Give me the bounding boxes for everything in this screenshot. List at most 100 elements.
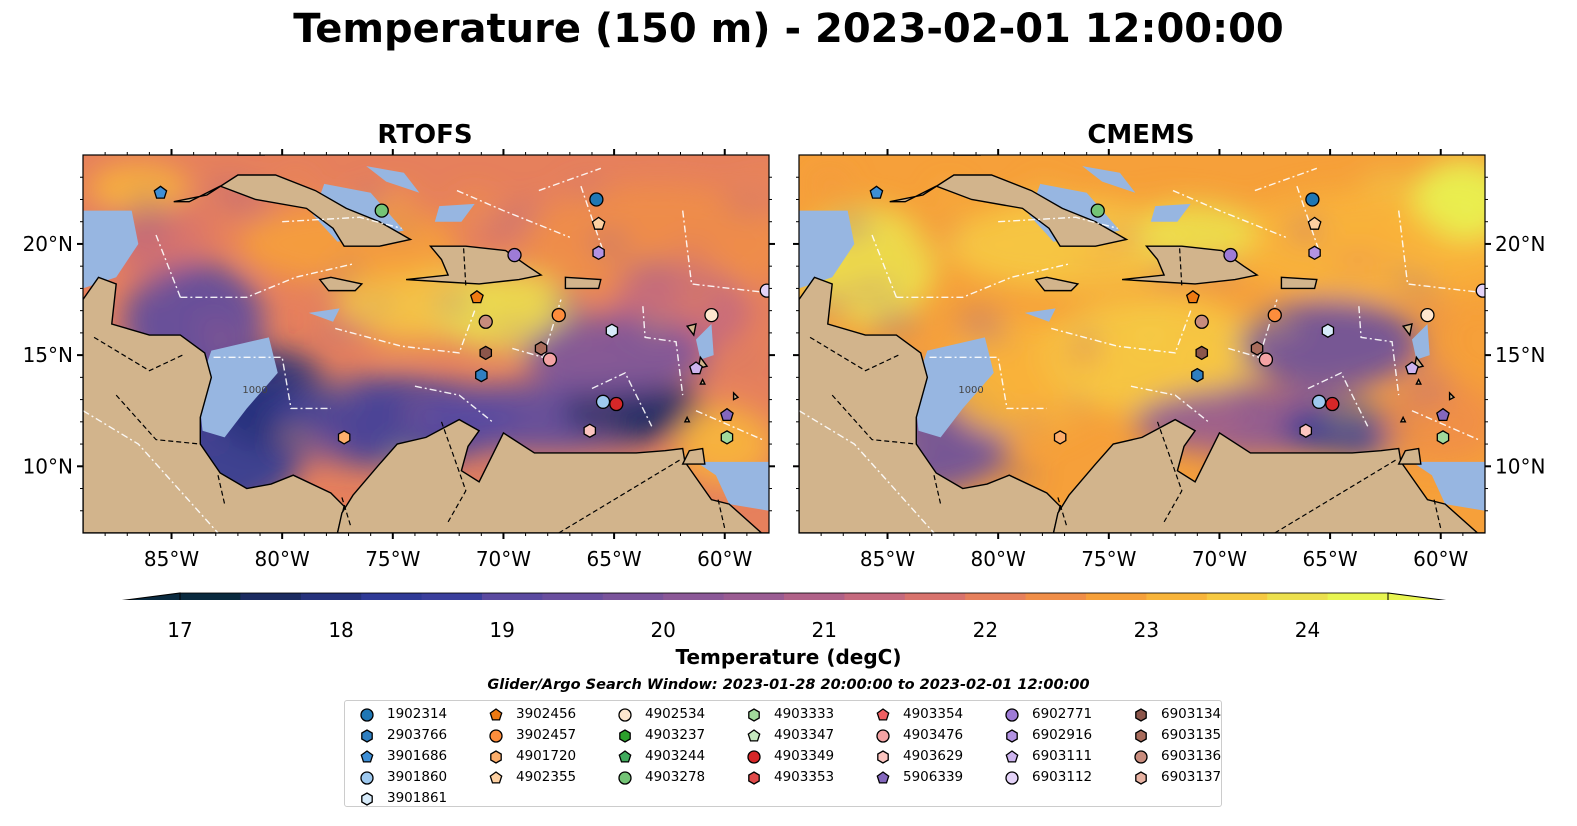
float-legend: 1902314 2903766 3901686 3901860 3901861 39024…	[344, 700, 1222, 807]
float-marker	[1299, 423, 1313, 438]
lon-tick-label: 60°W	[1413, 547, 1468, 571]
colorbar-label: Temperature (degC)	[675, 645, 902, 669]
legend-marker	[876, 708, 890, 721]
landmass	[173, 174, 413, 247]
float-marker	[1475, 283, 1485, 298]
float-marker	[589, 192, 604, 207]
eez-boundary	[282, 216, 402, 230]
legend-label: 3901686	[387, 748, 448, 764]
float-marker	[704, 307, 719, 323]
float-marker	[1223, 247, 1238, 263]
landmass	[732, 391, 740, 401]
eez-boundary	[682, 210, 769, 294]
float-marker	[1420, 307, 1435, 323]
landmass	[1034, 276, 1080, 292]
float-marker	[1194, 314, 1209, 329]
colorbar-bin	[240, 593, 302, 600]
eez-boundary	[929, 356, 1047, 410]
lat-tick-label: 15°N	[23, 343, 73, 367]
map-frame	[798, 154, 1486, 534]
pentagon-marker-icon	[618, 750, 632, 763]
legend-marker	[1135, 708, 1147, 722]
float-marker	[374, 203, 389, 218]
legend-label: 6902916	[1032, 727, 1093, 743]
legend-label: 4903629	[903, 748, 964, 764]
float-marker	[153, 185, 168, 199]
float-marker	[1405, 361, 1419, 375]
float-marker	[609, 396, 624, 412]
landmass	[236, 155, 266, 156]
eez-boundary	[538, 167, 602, 192]
search-window-text: Glider/Argo Search Window: 2023-01-28 20…	[487, 677, 1090, 693]
circle-marker-icon	[1005, 771, 1019, 785]
circle-marker-icon	[618, 708, 632, 722]
colorbar-frame	[179, 592, 1389, 600]
float-marker	[1053, 430, 1067, 445]
map-panel-left: 1000	[83, 155, 769, 533]
circle-marker-icon	[618, 771, 632, 785]
float-marker	[591, 216, 606, 230]
hexagon-marker-icon	[619, 729, 631, 743]
legend-marker	[489, 708, 503, 721]
legend-marker	[618, 750, 632, 763]
legend-label: 6902771	[1032, 706, 1093, 722]
legend-label: 4903237	[645, 727, 706, 743]
float-marker	[1267, 307, 1282, 323]
legend-label: 3902457	[516, 727, 577, 743]
landmass	[699, 378, 706, 385]
country-border	[809, 336, 899, 372]
landmass	[952, 155, 982, 156]
legend-label: 6903136	[1161, 748, 1222, 764]
eez-boundary	[213, 356, 331, 410]
float-marker	[475, 367, 488, 383]
lon-tick-label: 65°W	[1302, 547, 1357, 571]
float-marker	[1195, 345, 1209, 361]
lat-tick-label: 10°N	[1495, 454, 1545, 478]
country-border	[717, 499, 726, 529]
landmass	[1280, 276, 1318, 290]
eez-boundary	[1172, 189, 1287, 238]
legend-marker	[876, 771, 890, 784]
lat-tick-label: 20°N	[23, 232, 73, 256]
pentagon-marker-icon	[876, 771, 890, 784]
colorbar-bin	[482, 593, 543, 600]
float-marker	[1305, 192, 1320, 207]
legend-label: 4903349	[774, 748, 835, 764]
colorbar-tick-label: 21	[811, 618, 837, 642]
eez-boundary	[155, 234, 182, 298]
legend-label: 6903137	[1161, 769, 1222, 785]
colorbar-bin	[361, 593, 423, 600]
hexagon-marker-icon	[361, 729, 373, 743]
legend-marker	[1005, 708, 1019, 722]
map-panel-right: 1000	[799, 155, 1485, 533]
hexagon-marker-icon	[877, 750, 889, 764]
legend-label: 6903134	[1161, 706, 1222, 722]
legend-marker	[876, 729, 890, 743]
float-marker	[1321, 323, 1335, 338]
colorbar-bin	[300, 593, 362, 600]
hexagon-marker-icon	[1006, 729, 1018, 743]
colorbar-tick-label: 20	[650, 618, 676, 642]
legend-marker	[360, 708, 374, 722]
float-marker	[759, 283, 769, 298]
float-marker	[1191, 367, 1204, 383]
landmass	[336, 418, 769, 533]
colorbar-bin	[663, 593, 725, 600]
legend-label: 4903353	[774, 769, 835, 785]
shelf-area	[366, 166, 420, 193]
colorbar-bin	[1146, 593, 1208, 600]
shelf-area	[83, 210, 139, 289]
legend-marker	[747, 750, 761, 764]
circle-marker-icon	[876, 729, 890, 743]
colorbar-bin	[784, 593, 845, 600]
legend-label: 6903112	[1032, 769, 1093, 785]
eez-boundary	[799, 410, 935, 533]
float-marker	[1258, 352, 1274, 367]
contour-label: 1000	[242, 385, 267, 396]
landmass	[1397, 447, 1422, 465]
eez-boundary	[1398, 210, 1485, 294]
colorbar-tick-label: 19	[489, 618, 515, 642]
legend-marker	[360, 750, 374, 763]
float-marker	[1308, 245, 1321, 261]
legend-label: 4903244	[645, 748, 706, 764]
